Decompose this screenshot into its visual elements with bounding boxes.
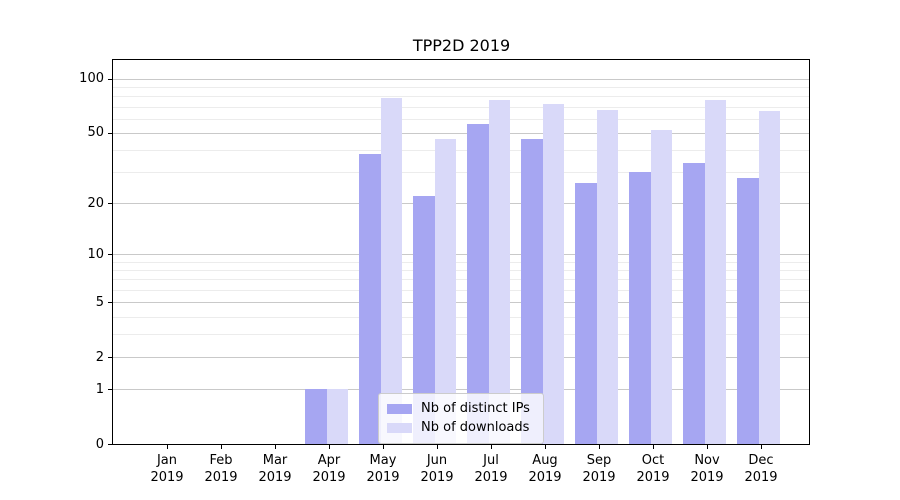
bar-distinct-ips-oct-2019 (629, 172, 651, 444)
legend-item-downloads: Nb of downloads (387, 418, 535, 437)
y-tick-label-1: 1 (95, 381, 104, 397)
y-tick-mark-2 (108, 357, 112, 358)
bar-downloads-sep-2019 (596, 110, 619, 444)
x-tick-mark-dec (761, 445, 762, 449)
x-tick-mark-mar (275, 445, 276, 449)
x-tick-mark-may (383, 445, 384, 449)
x-tick-mark-aug (545, 445, 546, 449)
legend-swatch-distinct-ips (387, 403, 412, 414)
bar-distinct-ips-dec-2019 (737, 177, 759, 444)
gridline-major-100 (113, 78, 809, 80)
gridline-minor-8 (113, 270, 809, 272)
bar-downloads-may-2019 (380, 98, 403, 444)
gridline-major-20 (113, 203, 809, 204)
gridline-minor-90 (113, 86, 809, 88)
y-tick-mark-10 (108, 254, 112, 256)
legend-label-distinct-ips: Nb of distinct IPs (421, 401, 530, 416)
legend: Nb of distinct IPs Nb of downloads (378, 393, 544, 444)
x-tick-mark-sep (599, 445, 600, 449)
x-tick-mark-jul (491, 445, 492, 449)
x-tick-label-feb: Feb 2019 (204, 453, 238, 485)
bar-distinct-ips-jul-2019 (467, 124, 489, 444)
x-tick-mark-oct (653, 445, 654, 449)
y-tick-label-0: 0 (95, 436, 104, 452)
bar-distinct-ips-apr-2019 (305, 389, 327, 444)
y-tick-label-20: 20 (87, 195, 104, 211)
bar-downloads-jul-2019 (488, 100, 511, 444)
y-tick-mark-20 (108, 203, 112, 204)
legend-swatch-downloads (387, 422, 412, 433)
y-tick-label-50: 50 (87, 125, 104, 141)
bar-distinct-ips-jun-2019 (413, 195, 435, 444)
gridline-minor-4 (113, 316, 809, 318)
chart-title: TPP2D 2019 (412, 36, 511, 55)
x-tick-label-nov: Nov 2019 (690, 453, 724, 485)
gridline-major-1 (113, 389, 809, 391)
legend-label-downloads: Nb of downloads (421, 420, 530, 435)
x-tick-label-dec: Dec 2019 (744, 453, 778, 485)
gridline-minor-7 (113, 279, 809, 281)
gridline-minor-60 (113, 118, 809, 120)
x-tick-mark-feb (221, 445, 222, 449)
gridline-minor-30 (113, 172, 809, 174)
gridline-minor-40 (113, 150, 809, 152)
bar-distinct-ips-sep-2019 (575, 183, 597, 444)
bar-distinct-ips-aug-2019 (521, 139, 543, 444)
x-tick-label-jan: Jan 2019 (150, 453, 184, 485)
x-tick-label-aug: Aug 2019 (528, 453, 562, 485)
x-tick-label-may: May 2019 (366, 453, 400, 485)
plot-area (112, 59, 810, 445)
y-tick-label-100: 100 (79, 71, 104, 87)
bar-downloads-oct-2019 (650, 129, 673, 444)
y-tick-label-5: 5 (95, 294, 104, 310)
grid-layer (113, 60, 809, 444)
bar-distinct-ips-may-2019 (359, 154, 381, 444)
gridline-major-10 (113, 254, 809, 256)
x-tick-mark-jun (437, 445, 438, 449)
y-tick-mark-0 (108, 444, 112, 445)
bar-distinct-ips-nov-2019 (683, 162, 705, 444)
y-tick-mark-50 (108, 132, 112, 134)
y-tick-label-10: 10 (87, 246, 104, 262)
x-tick-label-jul: Jul 2019 (474, 453, 508, 485)
x-tick-label-mar: Mar 2019 (258, 453, 292, 485)
bar-downloads-nov-2019 (704, 100, 727, 444)
x-tick-label-sep: Sep 2019 (582, 453, 616, 485)
y-tick-mark-5 (108, 302, 112, 304)
x-tick-mark-nov (707, 445, 708, 449)
bar-downloads-apr-2019 (326, 389, 349, 444)
y-tick-label-2: 2 (95, 349, 104, 365)
gridline-minor-70 (113, 106, 809, 108)
x-tick-label-jun: Jun 2019 (420, 453, 454, 485)
bar-downloads-jun-2019 (434, 139, 457, 444)
x-tick-label-oct: Oct 2019 (636, 453, 670, 485)
bar-downloads-dec-2019 (758, 111, 781, 444)
gridline-major-5 (113, 302, 809, 304)
gridline-minor-3 (113, 334, 809, 336)
legend-item-distinct-ips: Nb of distinct IPs (387, 399, 535, 418)
y-tick-mark-1 (108, 389, 112, 391)
x-tick-label-apr: Apr 2019 (312, 453, 346, 485)
bars-layer (113, 60, 809, 444)
x-tick-mark-apr (329, 445, 330, 449)
gridline-minor-6 (113, 290, 809, 291)
gridline-major-2 (113, 357, 809, 358)
y-tick-mark-100 (108, 78, 112, 80)
x-tick-mark-jan (167, 445, 168, 449)
gridline-minor-9 (113, 261, 809, 263)
bar-downloads-aug-2019 (542, 104, 565, 444)
gridline-minor-80 (113, 96, 809, 98)
gridline-major-50 (113, 132, 809, 134)
